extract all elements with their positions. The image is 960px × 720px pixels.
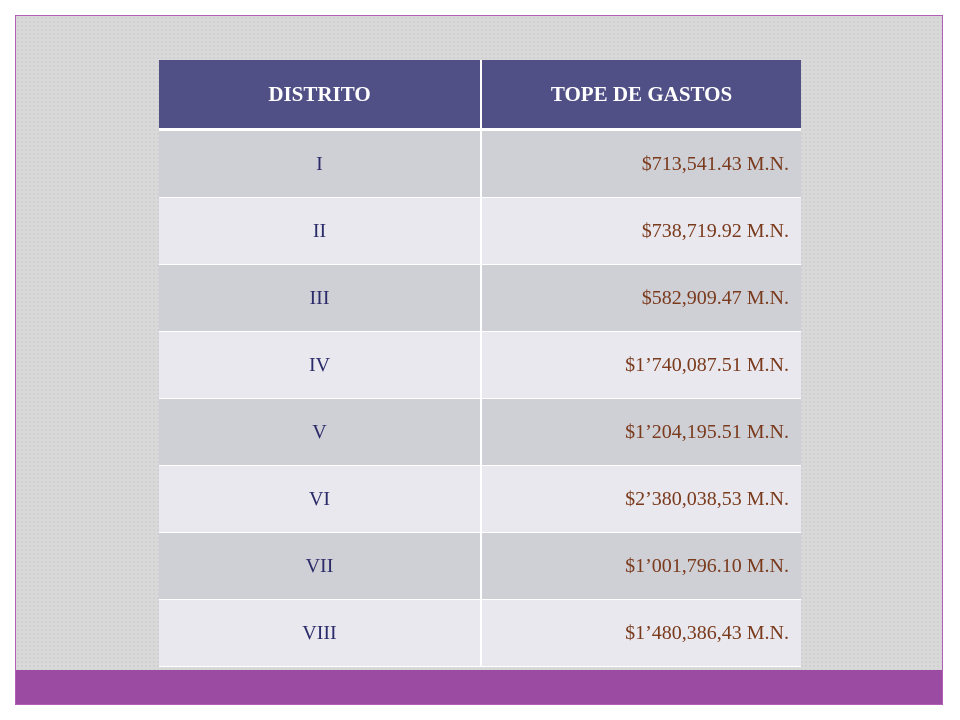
table-row: V $1’204,195.51 M.N. xyxy=(159,398,801,466)
column-header-district: DISTRITO xyxy=(159,60,482,131)
table-header-row: DISTRITO TOPE DE GASTOS xyxy=(159,60,801,131)
amount-cell: $738,719.92 M.N. xyxy=(481,197,801,265)
district-cell: IV xyxy=(159,331,482,399)
table-row: III $582,909.47 M.N. xyxy=(159,264,801,332)
amount-cell: $1’480,386,43 M.N. xyxy=(481,599,801,667)
amount-cell: $2’380,038,53 M.N. xyxy=(481,465,801,533)
amount-cell: $1’204,195.51 M.N. xyxy=(481,398,801,466)
amount-cell: $1’740,087.51 M.N. xyxy=(481,331,801,399)
column-header-spending-cap: TOPE DE GASTOS xyxy=(481,60,801,131)
district-cell: V xyxy=(159,398,482,466)
amount-cell: $1’001,796.10 M.N. xyxy=(481,532,801,600)
district-cell: I xyxy=(159,129,482,198)
footer-accent-band xyxy=(16,670,942,704)
table-row: VII $1’001,796.10 M.N. xyxy=(159,532,801,600)
district-cell: VIII xyxy=(159,599,482,667)
table-row: VI $2’380,038,53 M.N. xyxy=(159,465,801,533)
spending-cap-table: DISTRITO TOPE DE GASTOS I $713,541.43 M.… xyxy=(159,60,801,667)
amount-cell: $713,541.43 M.N. xyxy=(481,129,801,198)
district-cell: III xyxy=(159,264,482,332)
table-row: II $738,719.92 M.N. xyxy=(159,197,801,265)
district-cell: II xyxy=(159,197,482,265)
table-row: VIII $1’480,386,43 M.N. xyxy=(159,599,801,667)
amount-cell: $582,909.47 M.N. xyxy=(481,264,801,332)
table-row: IV $1’740,087.51 M.N. xyxy=(159,331,801,399)
district-cell: VI xyxy=(159,465,482,533)
slide: DISTRITO TOPE DE GASTOS I $713,541.43 M.… xyxy=(15,15,943,705)
district-cell: VII xyxy=(159,532,482,600)
table-row: I $713,541.43 M.N. xyxy=(159,129,801,198)
